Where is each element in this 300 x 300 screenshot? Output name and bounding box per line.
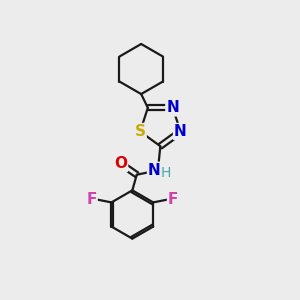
Text: N: N [167, 100, 179, 115]
Text: H: H [161, 166, 171, 180]
Text: F: F [168, 192, 178, 207]
Text: N: N [174, 124, 187, 139]
Text: F: F [86, 192, 97, 207]
Text: O: O [114, 156, 127, 171]
Text: N: N [148, 163, 161, 178]
Text: S: S [135, 124, 146, 139]
